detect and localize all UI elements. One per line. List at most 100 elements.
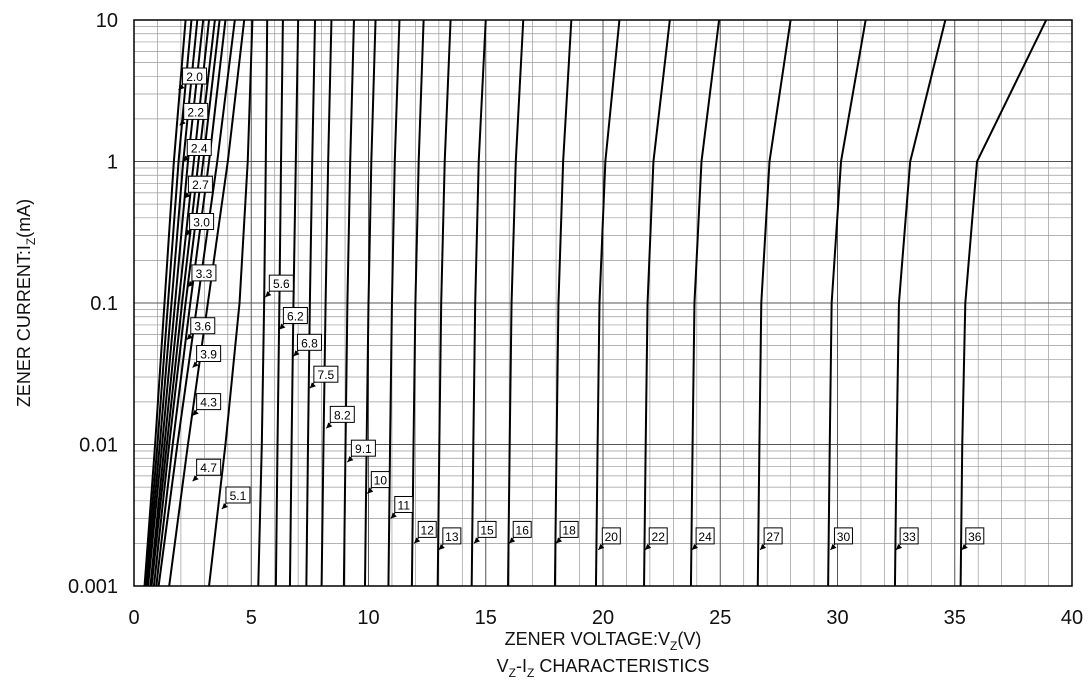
x-tick-label: 25 [709, 607, 731, 629]
label-box [183, 102, 209, 120]
label-arrowhead [185, 229, 192, 236]
major-gridlines [134, 20, 1072, 586]
label-arrowhead [961, 543, 968, 550]
curve-annotations: 2.0 2.2 2.4 2.7 3.0 3.3 3.6 3.9 4.3 4.7 5.1 5.6 6.2 6… [178, 67, 985, 551]
y-tick-label: 0.1 [90, 293, 118, 315]
label-box [187, 175, 213, 193]
curve-label-15: 15 [473, 520, 497, 544]
label-arrowhead [367, 487, 374, 494]
curve-label-3.0: 3.0 [185, 212, 215, 236]
label-box [965, 527, 985, 545]
label-box [313, 365, 339, 383]
curve-vz-11 [387, 19, 401, 587]
curve-label-13: 13 [438, 527, 462, 551]
label-arrowhead [183, 155, 190, 162]
label-box [191, 264, 217, 282]
curve-vz-27 [756, 19, 792, 587]
x-tick-label: 0 [128, 607, 139, 629]
curve-label-27: 27 [759, 527, 783, 551]
curve-vz-9.1 [342, 19, 355, 587]
y-tick-labels: 0.001 0.01 0.1 1 10 [68, 10, 118, 598]
curve-label-4.3: 4.3 [192, 393, 222, 416]
curve-vz-33 [893, 19, 947, 587]
label-arrowhead [645, 543, 652, 550]
label-text: 15 [480, 523, 494, 537]
label-text: 30 [837, 530, 851, 544]
label-arrowhead [279, 323, 286, 330]
label-text: 2.0 [186, 70, 203, 84]
label-box [394, 495, 414, 513]
label-box [182, 67, 208, 85]
curve-label-20: 20 [597, 527, 621, 551]
x-tick-label: 20 [592, 607, 614, 629]
curve-label-30: 30 [830, 527, 853, 551]
label-text: 6.2 [287, 309, 304, 323]
label-arrowhead [293, 350, 300, 357]
label-box [196, 458, 222, 476]
label-arrowhead [178, 84, 185, 91]
label-arrowhead [187, 280, 194, 287]
label-arrowhead [265, 291, 272, 298]
label-arrowhead [221, 503, 228, 510]
label-text: 2.4 [191, 142, 208, 156]
label-box [186, 139, 212, 156]
label-arrowhead [347, 456, 354, 463]
curve-label-18: 18 [555, 520, 579, 544]
y-tick-label: 0.01 [79, 435, 118, 457]
label-text: 10 [374, 474, 388, 488]
x-tick-label: 40 [1061, 607, 1083, 629]
label-arrowhead [192, 409, 199, 416]
label-text: 24 [698, 530, 712, 544]
label-arrowhead [184, 192, 191, 199]
label-arrowhead [192, 361, 199, 368]
label-box [282, 306, 308, 324]
label-text: 36 [968, 530, 982, 544]
label-text: 13 [445, 530, 459, 544]
label-arrowhead [438, 543, 445, 550]
label-text: 5.6 [273, 277, 290, 291]
curve-label-8.2: 8.2 [325, 405, 355, 429]
label-arrowhead [474, 537, 481, 544]
label-text: 4.3 [200, 396, 217, 410]
y-tick-label: 10 [96, 10, 118, 32]
label-box [417, 520, 437, 538]
curve-label-3.9: 3.9 [192, 345, 222, 368]
curve-label-2.2: 2.2 [179, 102, 209, 126]
curve-vz-30 [827, 19, 867, 587]
curve-label-2.0: 2.0 [178, 67, 208, 91]
curve-vz-20 [594, 19, 621, 587]
y-tick-label: 1 [107, 152, 118, 174]
curve-label-5.6: 5.6 [264, 274, 294, 298]
label-box [601, 527, 621, 545]
curve-vz-5.6 [257, 19, 269, 587]
curve-label-10: 10 [366, 471, 390, 494]
curve-vz-3.6 [152, 19, 221, 587]
label-arrowhead [896, 543, 903, 550]
curve-label-33: 33 [895, 527, 919, 551]
curve-label-12: 12 [413, 520, 437, 544]
curve-label-3.6: 3.6 [186, 317, 216, 341]
curve-vz-22 [643, 19, 671, 587]
label-text: 22 [652, 530, 666, 544]
x-tick-label: 35 [944, 607, 966, 629]
label-text: 5.1 [230, 489, 247, 503]
label-box [695, 527, 715, 545]
label-arrowhead [830, 543, 837, 550]
x-tick-label: 15 [475, 607, 497, 629]
label-text: 3.0 [193, 215, 210, 229]
curve-label-11: 11 [390, 495, 414, 519]
x-tick-label: 30 [826, 607, 848, 629]
label-box [477, 520, 497, 538]
label-arrowhead [192, 475, 199, 482]
label-box [189, 212, 215, 230]
curve-label-6.2: 6.2 [278, 306, 308, 330]
curve-label-7.5: 7.5 [309, 365, 339, 389]
curve-vz-4.3 [157, 19, 236, 587]
label-text: 20 [605, 530, 619, 544]
label-text: 2.7 [192, 178, 209, 192]
label-box [196, 393, 222, 411]
curve-label-6.8: 6.8 [293, 333, 322, 357]
label-box [225, 486, 251, 504]
curve-vz-7.5 [305, 19, 317, 587]
